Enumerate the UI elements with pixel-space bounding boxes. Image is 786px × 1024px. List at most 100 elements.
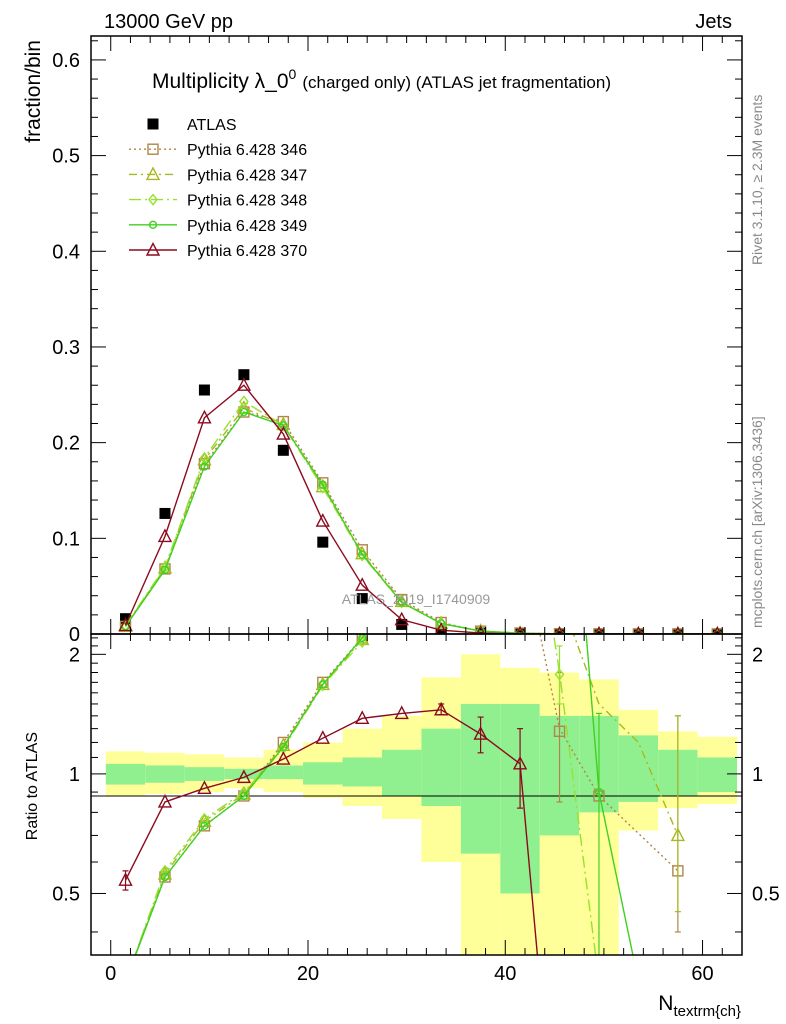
band-inner [421,728,461,807]
pythia-6-428-370-ratio-point [157,793,173,808]
pythia-6-428-370-point [276,426,291,440]
main-y-tick-label: 0.6 [52,50,80,72]
axis-ticks: 0 0.1 0.2 0.3 0.4 0.5 0.6 0 20 40 60 0.5 0.5 1 1 2 2 [52,36,780,985]
pythia-6-428-349-point [239,407,249,417]
pythia-6-428-348-point [357,549,368,562]
atlas-point [356,593,368,605]
x-tick-label: 60 [691,963,713,985]
pythia-6-428-349-point [397,598,406,607]
x-tick-label: 40 [494,963,516,985]
band-inner [697,757,738,793]
pythia-6-428-346-ratio-point [553,725,566,738]
atlas-point [554,628,566,634]
rivet-version-label: Rivet 3.1.10, ≥ 2.3M events [749,95,765,265]
x-tick-label: 0 [105,963,116,985]
pythia-6-428-370-point [236,377,252,391]
x-axis-label: Ntextrm{ch} [658,992,741,1020]
band-inner [303,762,343,785]
main-y-tick-label: 0.4 [52,241,80,263]
pythia-6-428-349-ratio-point [239,791,249,801]
pythia-6-428-349-point [160,565,170,575]
pythia-6-428-370-point [713,625,722,634]
pythia-6-428-349-ratio-point [160,872,170,882]
legend-label-pythia-6-428-347: Pythia 6.428 347 [187,167,307,184]
legend-marker-atlas [147,118,159,130]
header-left: 13000 GeV pp [104,11,233,33]
legend-label-pythia-6-428-349: Pythia 6.428 349 [187,218,307,235]
pythia-6-428-349-ratio-point [594,787,604,797]
analysis-watermark: ATLAS_2019_I1740909 [342,591,491,607]
atlas-point [593,628,605,634]
pythia-6-428-370-point [594,625,604,634]
legend-label-pythia-6-428-370: Pythia 6.428 370 [187,243,307,260]
pythia-6-428-348-ratio-point [238,785,249,799]
main-y-axis-label: fraction/bin [22,40,45,143]
ratio-y-tick-label-right: 0.5 [752,883,780,905]
main-y-tick-label: 0.2 [52,433,80,455]
atlas-point [672,628,684,634]
pythia-6-428-349-point [318,480,327,489]
pythia-6-428-348-point [238,395,249,408]
legend-label-pythia-6-428-348: Pythia 6.428 348 [187,193,307,210]
pythia-6-428-348-ratio-point [554,668,565,681]
plot-title-sup: 0 [289,66,297,82]
ratio-y-tick-label-right: 2 [752,644,763,666]
pythia-6-428-370-point [673,625,683,634]
legend-marker-pythia-6-428-346 [147,143,159,155]
main-y-tick-label: 0.5 [52,146,80,168]
header-right: Jets [695,11,732,33]
pythia-6-428-349-ratio-point [318,680,327,689]
main-y-tick-label: 0.1 [52,528,80,550]
pythia-6-428-349-point [436,619,446,628]
ratio-y-tick-label-left: 1 [69,764,80,786]
atlas-point [198,384,210,396]
pythia-6-428-370-point [197,409,212,424]
band-inner [145,765,185,783]
pythia-6-428-348-ratio-point [317,679,328,692]
pythia-6-428-370-ratio-point [118,872,133,886]
band-inner [105,763,146,785]
mcplots-label: mcplots.cern.ch [arXiv:1306.3436] [749,416,765,628]
pythia-6-428-370-ratio-point [434,701,449,716]
x-tick-label: 20 [297,963,319,985]
legend-label-pythia-6-428-346: Pythia 6.428 346 [187,142,307,159]
legend-marker-pythia-6-428-347 [145,166,161,181]
pythia-6-428-348-point [160,560,170,574]
pythia-6-428-370-ratio-point [276,751,291,765]
main-y-tick-label: 0 [69,624,80,646]
ratio-y-axis-label: Ratio to ATLAS [24,732,41,840]
pythia-6-428-370-point [157,528,173,543]
band-inner [618,735,659,802]
pythia-6-428-349-point [358,550,367,559]
ratio-y-tick-label-left: 0.5 [52,883,80,905]
pythia-6-428-370-ratio-point [236,769,252,784]
pythia-6-428-347-ratio-point [670,827,686,842]
pythia-6-428-370-ratio-point [355,710,370,725]
atlas-point [317,536,329,548]
pythia-6-428-370-ratio-point [197,780,212,794]
band-inner [263,765,304,780]
band-inner [381,749,422,796]
atlas-point [159,507,171,519]
atlas-point [277,444,289,456]
pythia-6-428-370-point [315,513,330,527]
legend-marker-pythia-6-428-370 [145,241,161,256]
atlas-point [514,628,526,634]
pythia-6-428-370-point [475,625,486,634]
band-inner [184,767,225,781]
pythia-6-428-370-ratio-point [512,755,528,770]
x-axis-label-sub: textrm{ch} [673,1003,741,1020]
legend-marker-pythia-6-428-349 [148,220,158,230]
pythia-6-428-370-point [394,611,409,626]
pythia-6-428-349-ratio-point [279,742,288,752]
pythia-6-428-370-ratio-point [473,726,488,740]
ratio-plot-marks [118,634,686,955]
pythia-6-428-370-point [555,625,564,634]
pythia-6-428-349-ratio-line [134,634,634,955]
pythia-6-428-348-ratio-point [199,812,210,826]
pythia-6-428-370-point [355,577,370,591]
pythia-6-428-370-ratio-point [394,705,409,720]
atlas-point [711,628,723,634]
band-inner [342,757,382,787]
